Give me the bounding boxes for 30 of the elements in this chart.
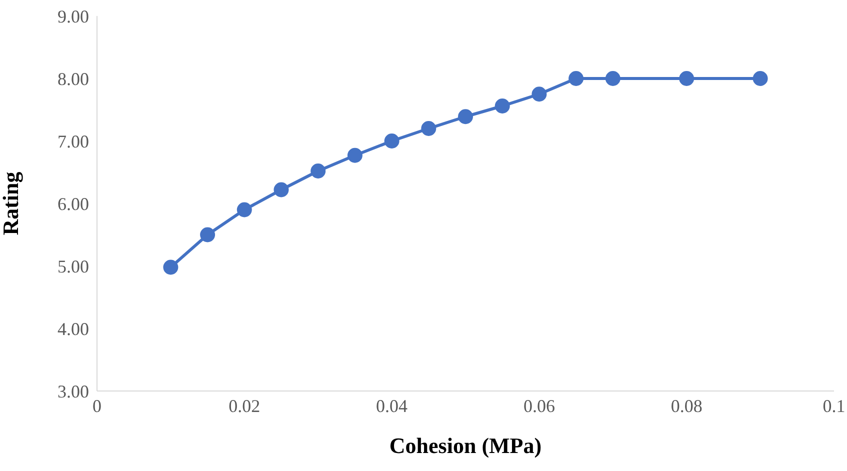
point xyxy=(568,71,584,86)
x-axis-title: Cohesion (MPa) xyxy=(389,433,542,458)
x-tick-label: 0.04 xyxy=(376,396,408,416)
x-tick-label: 0 xyxy=(92,396,102,416)
point xyxy=(458,109,473,124)
point xyxy=(605,71,620,86)
point xyxy=(752,71,768,86)
point xyxy=(163,260,178,275)
y-axis-title: Rating xyxy=(0,172,23,236)
x-tick-label: 0.08 xyxy=(670,396,702,416)
point xyxy=(200,227,216,242)
point xyxy=(532,86,547,102)
point xyxy=(274,182,289,198)
y-tick-label: 3.00 xyxy=(58,381,89,402)
point xyxy=(494,98,510,114)
x-tick-label: 0.1 xyxy=(822,396,846,416)
point xyxy=(384,134,400,148)
y-tick-label: 8.00 xyxy=(58,68,89,89)
x-tick-label: 0.02 xyxy=(228,396,260,416)
y-tick-label: 6.00 xyxy=(58,194,89,214)
y-tick-label: 7.00 xyxy=(58,131,89,152)
point xyxy=(347,148,362,163)
y-tick-label: 4.00 xyxy=(58,318,89,339)
point xyxy=(310,164,326,178)
x-tick-label: 0.06 xyxy=(523,396,555,416)
y-tick-label: 9.00 xyxy=(58,6,89,26)
point xyxy=(236,202,252,218)
point xyxy=(679,71,694,86)
y-tick-label: 5.00 xyxy=(58,256,89,276)
point xyxy=(421,121,436,136)
